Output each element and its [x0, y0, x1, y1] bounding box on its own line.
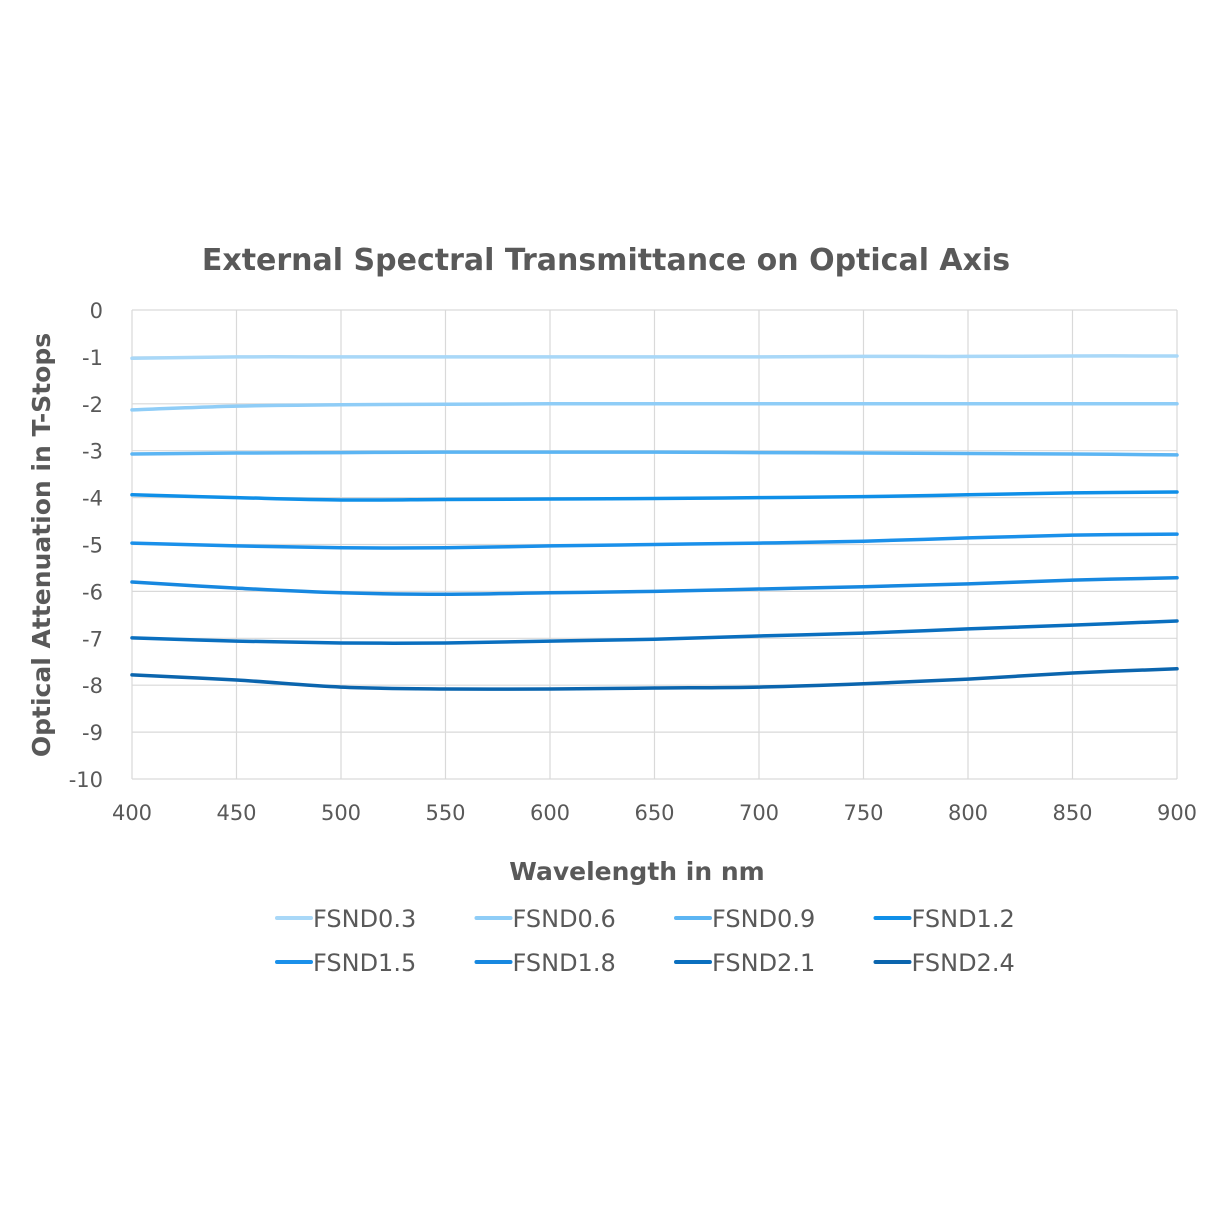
- y-tick-label: -2: [82, 393, 103, 417]
- chart-title: External Spectral Transmittance on Optic…: [202, 243, 1010, 278]
- legend-item: FSND2.1: [674, 949, 815, 977]
- legend-item: FSND1.8: [474, 949, 616, 977]
- series-line-fsnd0-6: [130, 402, 1179, 412]
- legend-item: FSND1.5: [275, 949, 416, 977]
- x-tick-label: 600: [530, 801, 570, 825]
- legend-label: FSND0.9: [712, 905, 815, 933]
- legend-item: FSND1.2: [873, 905, 1015, 933]
- y-tick-label: -3: [82, 440, 103, 464]
- series-line-fsnd2-1: [130, 619, 1179, 645]
- legend-item: FSND0.6: [474, 905, 616, 933]
- x-tick-label: 800: [948, 801, 988, 825]
- series-line-fsnd0-3: [130, 354, 1179, 361]
- legend-label: FSND2.1: [712, 949, 815, 977]
- y-tick-label: -10: [69, 768, 103, 792]
- y-tick-label: -7: [82, 627, 103, 651]
- legend-item: FSND2.4: [873, 949, 1015, 977]
- x-axis-label: Wavelength in nm: [509, 857, 764, 886]
- x-tick-label: 700: [739, 801, 779, 825]
- y-tick-label: -6: [82, 580, 103, 604]
- legend: FSND0.3 FSND0.6 FSND0.9 FSND1.2 FSND1.5 FSND1…: [275, 905, 1015, 977]
- x-tick-label: 850: [1052, 801, 1092, 825]
- y-tick-label: -5: [82, 534, 103, 558]
- x-tick-label: 400: [112, 801, 152, 825]
- legend-label: FSND2.4: [912, 949, 1015, 977]
- x-axis-ticks: 400 450 500 550 600 650 700 750 800 850 900: [112, 801, 1197, 825]
- x-tick-label: 500: [321, 801, 361, 825]
- series-line-fsnd0-9: [130, 450, 1179, 457]
- legend-label: FSND1.8: [513, 949, 616, 977]
- series-lines: [130, 354, 1179, 691]
- series-line-fsnd1-5: [130, 532, 1179, 550]
- x-tick-label: 650: [634, 801, 674, 825]
- series-line-fsnd2-4: [130, 667, 1179, 691]
- x-tick-label: 750: [843, 801, 883, 825]
- legend-label: FSND1.2: [912, 905, 1015, 933]
- y-axis-label: Optical Attenuation in T-Stops: [27, 333, 56, 757]
- series-line-fsnd1-2: [130, 490, 1179, 502]
- legend-label: FSND1.5: [313, 949, 416, 977]
- y-tick-label: -1: [82, 346, 103, 370]
- y-tick-label: -8: [82, 674, 103, 698]
- legend-label: FSND0.6: [513, 905, 616, 933]
- y-axis-ticks: 0 -1 -2 -3 -4 -5 -6 -7 -8 -9 -10: [69, 299, 103, 792]
- legend-label: FSND0.3: [313, 905, 416, 933]
- legend-item: FSND0.9: [674, 905, 815, 933]
- x-tick-label: 900: [1157, 801, 1197, 825]
- y-tick-label: -4: [82, 487, 103, 511]
- x-tick-label: 550: [425, 801, 465, 825]
- series-line-fsnd1-8: [130, 576, 1179, 596]
- y-tick-label: 0: [90, 299, 103, 323]
- y-tick-label: -9: [82, 721, 103, 745]
- x-tick-label: 450: [216, 801, 256, 825]
- legend-item: FSND0.3: [275, 905, 416, 933]
